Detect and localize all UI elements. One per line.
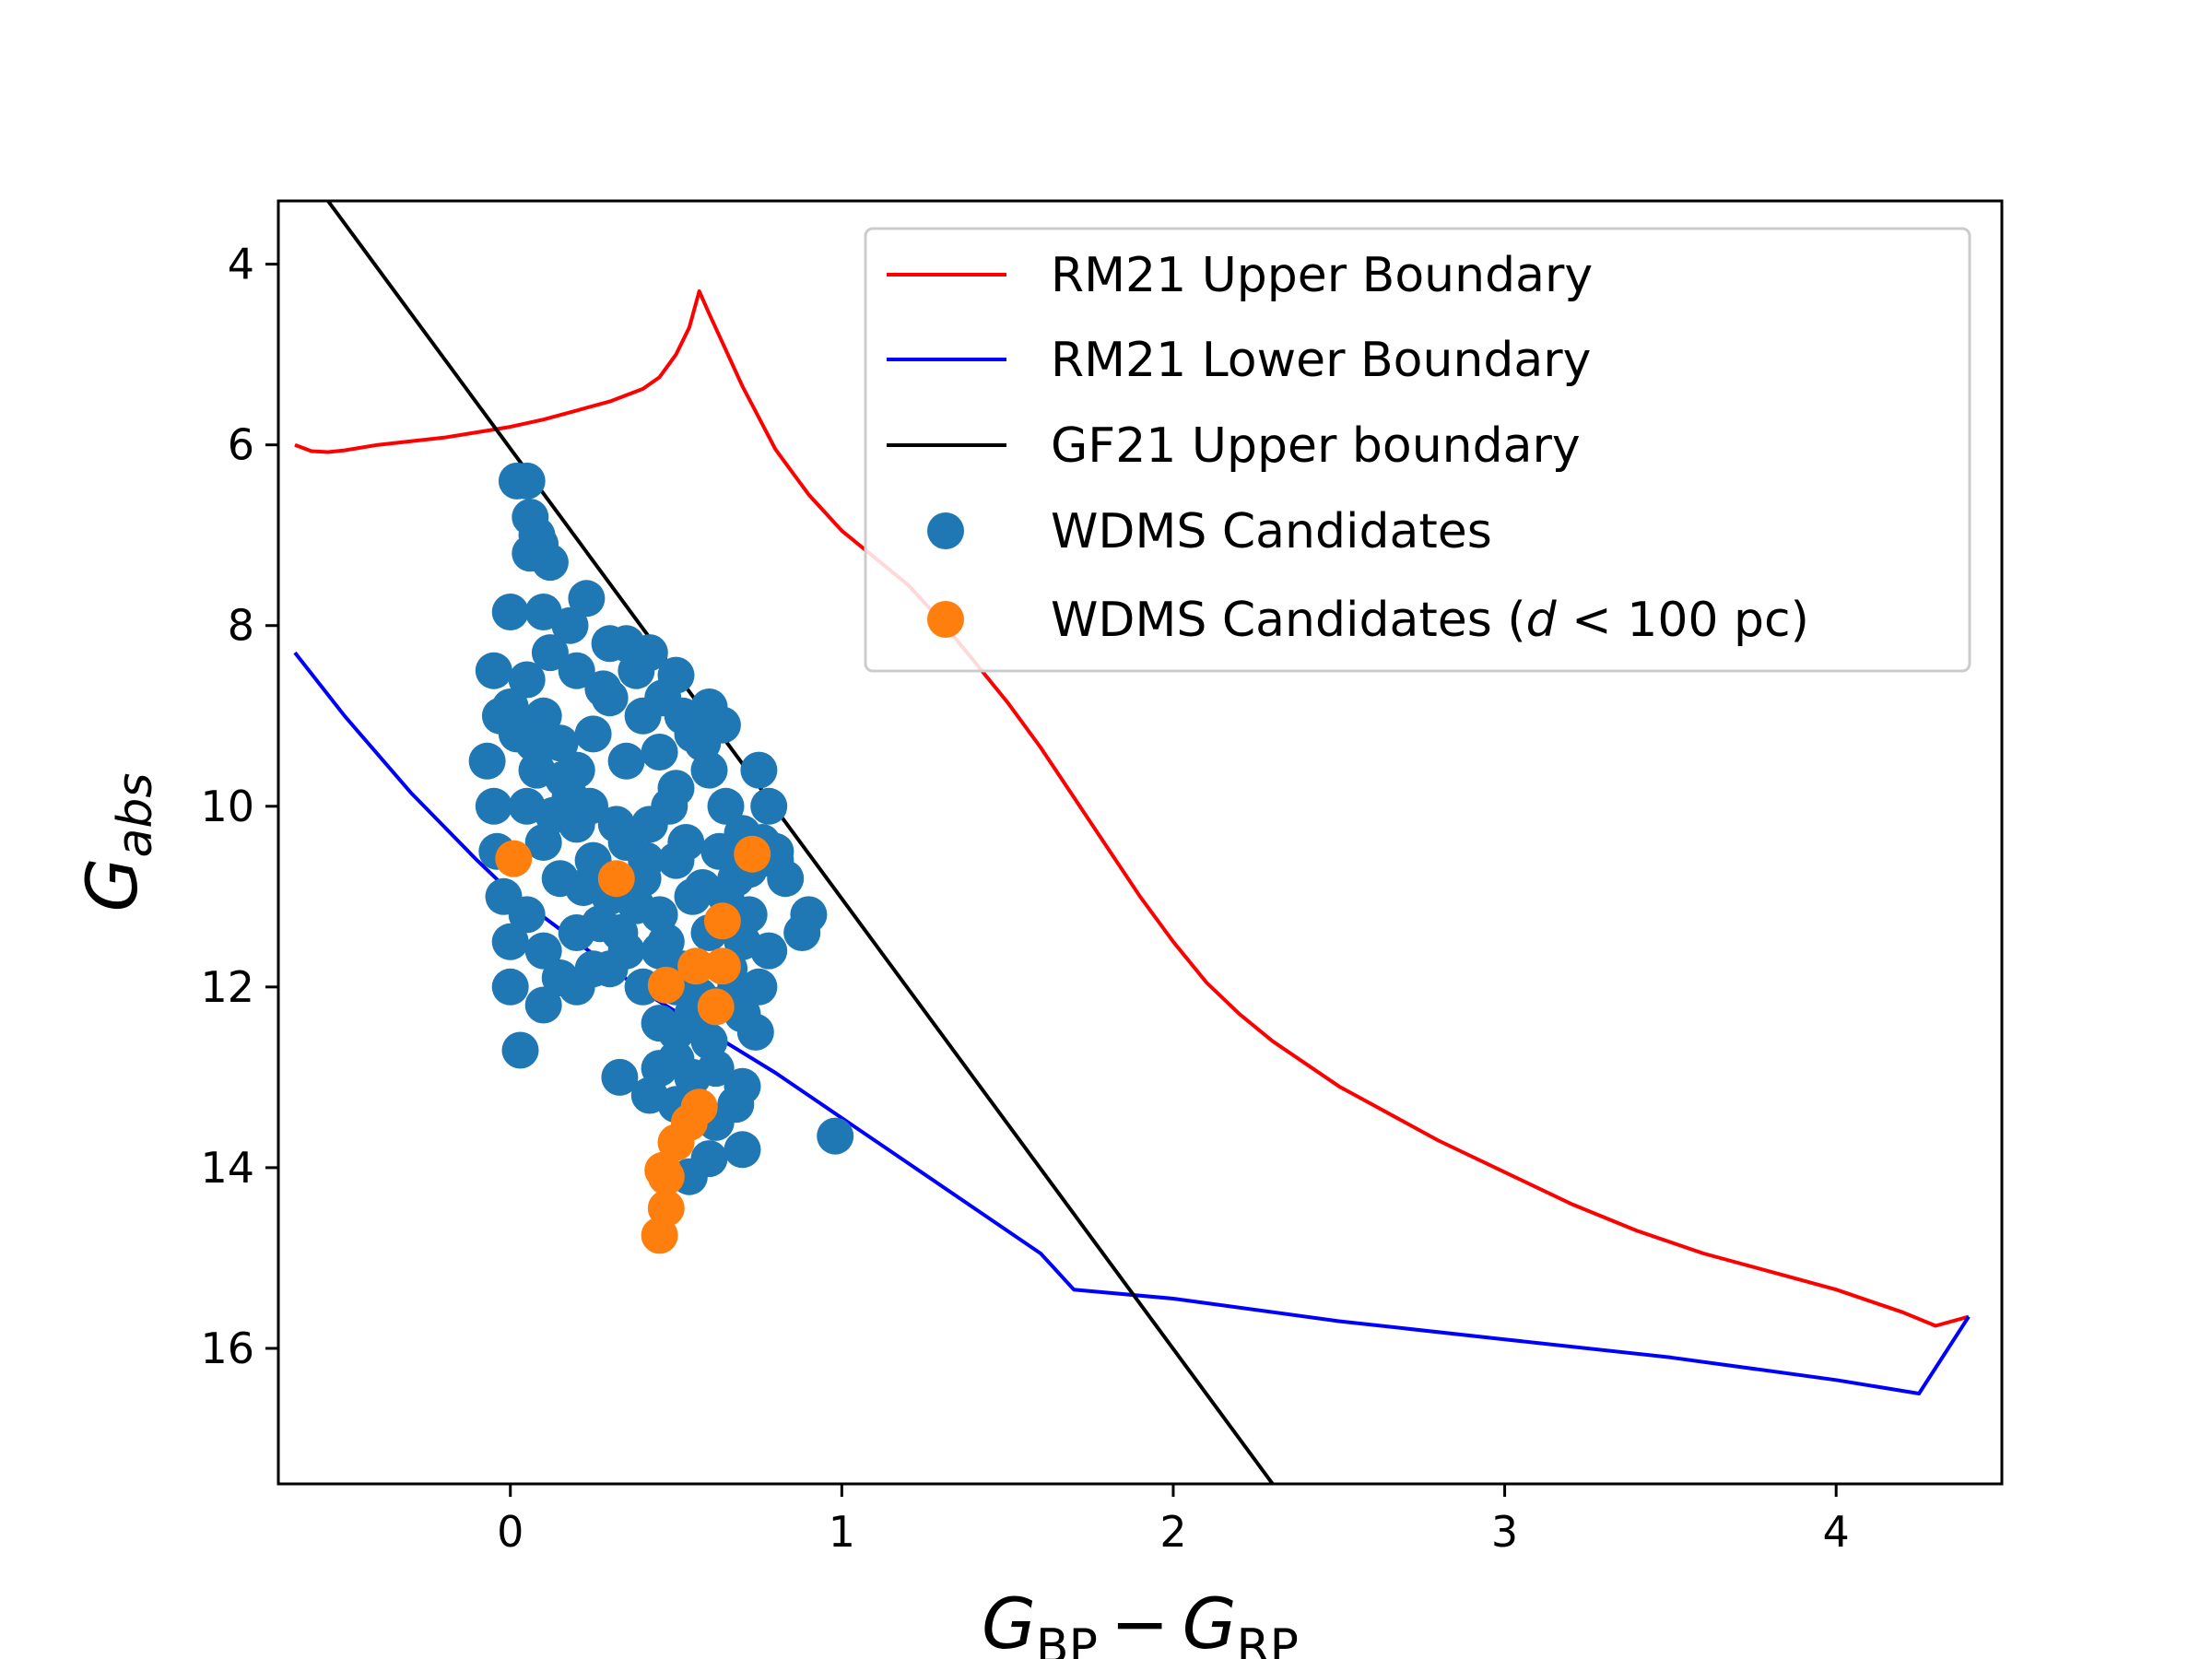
legend: RM21 Upper Boundary RM21 Lower Boundary … xyxy=(864,227,1971,673)
scatter-point xyxy=(475,652,512,689)
scatter-point xyxy=(491,968,529,1006)
y-tick-label: 6 xyxy=(228,420,254,470)
scatter-point xyxy=(651,787,688,825)
x-axis-ticks: 0 1 2 3 4 xyxy=(497,1484,1850,1557)
scatter-point xyxy=(514,724,552,762)
scatter-point xyxy=(597,806,635,843)
y-axis-ticks: 4 6 8 10 12 14 16 xyxy=(200,240,278,1373)
scatter-point xyxy=(628,841,665,879)
scatter-point xyxy=(571,787,608,825)
scatter-point xyxy=(501,1031,539,1069)
scatter-point xyxy=(736,1013,774,1051)
legend-label-wdms-near: WDMS Candidates (d < 100 pc) xyxy=(1051,593,1809,648)
scatter-point xyxy=(551,606,589,644)
y-tick-label: 8 xyxy=(228,601,254,651)
scatter-point xyxy=(647,923,685,960)
scatter-point xyxy=(618,652,655,689)
series-line-rm21-lower-boundary xyxy=(293,651,1971,1395)
scatter-point xyxy=(541,959,579,996)
scatter-point xyxy=(684,869,722,906)
x-tick-label: 4 xyxy=(1823,1507,1850,1557)
scatter-point xyxy=(657,1124,695,1161)
legend-marker-orange xyxy=(927,601,964,638)
axes-frame xyxy=(276,199,2004,1486)
scatter-point xyxy=(817,1117,854,1155)
scatter-point xyxy=(641,1050,678,1088)
scatter-point xyxy=(740,751,778,789)
scatter-point xyxy=(558,652,595,689)
series-line-gf21-upper-boundary xyxy=(326,201,1275,1484)
scatter-point xyxy=(734,835,771,873)
scatter-point xyxy=(601,1058,639,1096)
scatter-point xyxy=(697,988,735,1026)
legend-label-gf21-upper: GF21 Upper boundary xyxy=(1051,418,1581,474)
legend-label-wdms: WDMS Candidates xyxy=(1051,504,1492,559)
scatter-point xyxy=(618,887,655,924)
scatter-point xyxy=(677,947,715,985)
y-tick-label: 12 xyxy=(200,962,254,1012)
scatter-point xyxy=(491,594,529,630)
scatter-point xyxy=(545,760,582,798)
scatter-point xyxy=(647,1158,685,1195)
scatter-point xyxy=(641,1217,678,1254)
legend-marker-blue xyxy=(927,512,964,549)
scatter-point xyxy=(597,860,635,898)
scatter-point xyxy=(664,697,701,735)
y-axis-label: Gabs xyxy=(71,773,163,912)
scatter-point xyxy=(531,634,569,672)
scatter-point xyxy=(568,580,606,618)
scatter-point xyxy=(724,1131,761,1169)
scatter-point xyxy=(531,544,569,582)
scatter-point xyxy=(697,1050,735,1088)
x-tick-label: 0 xyxy=(497,1507,524,1557)
scatter-point xyxy=(541,724,579,762)
scatter-point xyxy=(684,724,722,762)
legend-box xyxy=(864,227,1971,673)
scatter-point xyxy=(750,787,788,825)
scatter-point xyxy=(574,950,612,988)
y-tick-label: 10 xyxy=(200,782,254,831)
scatter-point xyxy=(508,661,546,699)
scatter-series-wdms-near xyxy=(495,835,771,1254)
legend-label-rm21-lower: RM21 Lower Boundary xyxy=(1051,333,1591,388)
scatter-point xyxy=(707,787,745,825)
y-tick-label: 14 xyxy=(200,1143,254,1193)
x-tick-label: 1 xyxy=(829,1507,855,1557)
scatter-point xyxy=(475,787,512,825)
x-tick-label: 3 xyxy=(1491,1507,1518,1557)
scatter-point xyxy=(703,902,741,940)
scatter-point xyxy=(574,715,612,753)
scatter-point xyxy=(601,914,639,951)
scatter-point xyxy=(584,670,622,708)
scatter-point xyxy=(647,966,685,1004)
legend-label-rm21-upper: RM21 Upper Boundary xyxy=(1051,248,1593,303)
scatter-point xyxy=(468,742,506,780)
scatter-point xyxy=(700,832,738,870)
y-tick-label: 4 xyxy=(228,240,254,289)
scatter-point xyxy=(508,462,546,500)
scatter-point xyxy=(491,923,529,960)
scatter-point xyxy=(495,840,533,877)
scatter-point xyxy=(641,734,678,771)
scatter-point xyxy=(524,932,562,970)
scatter-point xyxy=(703,947,741,985)
plot-area xyxy=(293,201,1971,1484)
scatter-point xyxy=(524,986,562,1024)
x-axis-label: GBP − GRP xyxy=(982,1583,1299,1659)
scatter-point xyxy=(491,688,529,725)
scatter-point xyxy=(783,914,821,951)
x-tick-label: 2 xyxy=(1159,1507,1186,1557)
scatter-point xyxy=(564,869,602,906)
scatter-point xyxy=(508,896,546,934)
scatter-point xyxy=(607,742,645,780)
scatter-point xyxy=(657,1013,695,1051)
y-tick-label: 16 xyxy=(200,1324,254,1373)
scatter-point xyxy=(667,824,705,861)
